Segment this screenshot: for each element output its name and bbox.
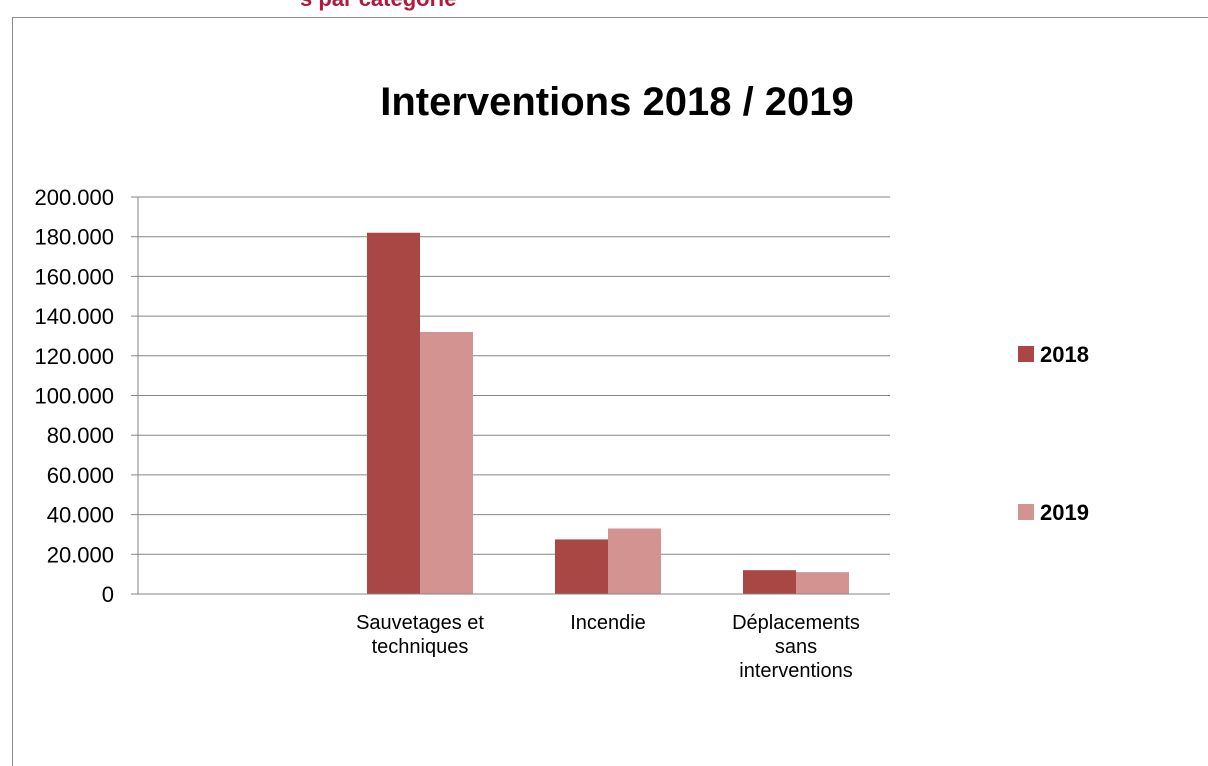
legend-swatch-2019 (1018, 504, 1034, 520)
y-tick-label: 120.000 (34, 344, 114, 369)
chart-frame (12, 17, 1208, 766)
legend: 2018 2019 (1018, 342, 1089, 525)
axes: 0 20.000 40.000 60.000 80.000 100.000 120.000 1… (34, 185, 890, 682)
bar-2018 (367, 232, 420, 595)
legend-swatch-2018 (1018, 346, 1034, 362)
y-tick-label: 80.000 (47, 423, 114, 448)
y-tick-label: 60.000 (47, 463, 114, 488)
bar-2018 (743, 570, 796, 594)
y-tick-label: 100.000 (34, 384, 114, 409)
legend-label-2019: 2019 (1040, 500, 1089, 525)
x-tick-label: techniques (372, 636, 469, 658)
bar-2019 (796, 572, 849, 594)
y-tick-label: 0 (102, 582, 114, 607)
x-tick-label: interventions (739, 660, 852, 682)
y-tick-label: 180.000 (34, 225, 114, 250)
legend-label-2018: 2018 (1040, 342, 1089, 367)
chart-title: Interventions 2018 / 2019 (380, 80, 854, 124)
bar-2019 (420, 331, 473, 594)
y-tick-label: 20.000 (47, 542, 114, 567)
cropped-header-text: s par catégorie (300, 0, 457, 12)
x-tick-label: sans (775, 636, 817, 658)
x-tick-label: Sauvetages et (356, 612, 484, 634)
gridlines (138, 196, 890, 555)
y-tick-label: 160.000 (34, 264, 114, 289)
bars (367, 232, 849, 595)
x-tick-label: Incendie (570, 612, 646, 634)
y-tick-label: 200.000 (34, 185, 114, 210)
y-tick-label: 40.000 (47, 503, 114, 528)
bar-2018 (555, 539, 608, 594)
y-tick-label: 140.000 (34, 304, 114, 329)
bar-2019 (608, 528, 661, 594)
x-tick-label: Déplacements (732, 612, 860, 634)
